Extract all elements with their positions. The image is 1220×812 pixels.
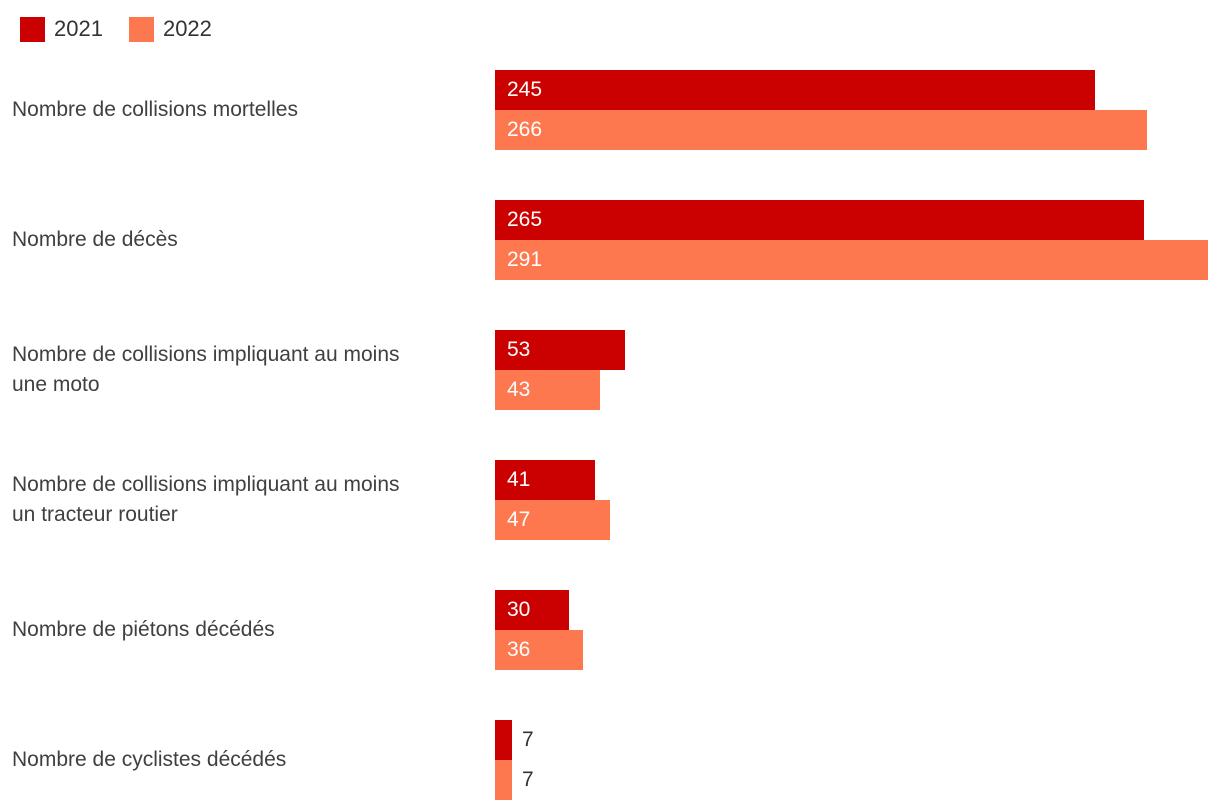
legend-label-2022: 2022: [162, 16, 212, 41]
bar-value: 30: [507, 598, 531, 621]
legend-label-2021: 2021: [54, 16, 103, 41]
bar-value: 43: [507, 378, 531, 401]
bar-group: 41 47: [495, 460, 610, 540]
category-label: Nombre de collisions mortelles: [12, 97, 298, 121]
category-label: Nombre de cyclistes décédés: [12, 747, 287, 771]
bar-value: 7: [522, 768, 534, 791]
legend-swatch-2021-icon: [20, 16, 45, 42]
bar-line-2022: 266: [495, 110, 1147, 150]
bar-value: 53: [507, 338, 531, 361]
bar-line-2021: 41: [495, 460, 610, 500]
category-label: Nombre de piétons décédés: [12, 617, 275, 641]
chart-row: Nombre de cyclistes décédés 7 7: [0, 720, 1220, 800]
bar-value: 47: [507, 508, 531, 531]
bar-2022: 291: [495, 240, 1208, 280]
legend-item-2022: 2022: [128, 16, 212, 42]
bar-value: 291: [507, 248, 543, 271]
bar-value: 36: [507, 638, 531, 661]
bar-line-2022: 47: [495, 500, 610, 540]
bar-2022: [495, 760, 512, 800]
chart-row: Nombre de collisions impliquant au moins…: [0, 460, 1220, 540]
legend-swatch-2022-icon: [128, 16, 154, 42]
bar-line-2021: 7: [495, 720, 534, 760]
chart-row: Nombre de piétons décédés 30 36: [0, 590, 1220, 670]
bar-2021: 265: [495, 200, 1144, 240]
bar-group: 30 36: [495, 590, 583, 670]
bar-value: 266: [507, 118, 543, 141]
bar-group: 265 291: [495, 200, 1208, 280]
legend: 2021 2022: [20, 16, 212, 42]
bar-line-2022: 7: [495, 760, 534, 800]
bar-group: 245 266: [495, 70, 1147, 150]
bar-value: 245: [507, 78, 543, 101]
bar-line-2021: 245: [495, 70, 1147, 110]
legend-item-2021: 2021: [20, 16, 103, 42]
category-label: Nombre de collisions impliquant au moins…: [12, 472, 400, 526]
bar-2021: 30: [495, 590, 569, 630]
category-label: Nombre de collisions impliquant au moins…: [12, 342, 400, 396]
bar-value: 7: [522, 728, 534, 751]
bar-group: 53 43: [495, 330, 625, 410]
bar-line-2021: 30: [495, 590, 583, 630]
chart-row: Nombre de collisions impliquant au moins…: [0, 330, 1220, 410]
category-label: Nombre de décès: [12, 227, 178, 251]
bar-2021: [495, 720, 512, 760]
chart-row: Nombre de collisions mortelles 245 266: [0, 70, 1220, 150]
bar-line-2022: 36: [495, 630, 583, 670]
bar-value: 265: [507, 208, 543, 231]
bar-2022: 47: [495, 500, 610, 540]
chart-row: Nombre de décès 265 291: [0, 200, 1220, 280]
bar-value: 41: [507, 468, 531, 491]
bar-2022: 43: [495, 370, 600, 410]
bar-2021: 41: [495, 460, 595, 500]
bar-line-2022: 43: [495, 370, 625, 410]
bar-2022: 266: [495, 110, 1147, 150]
bar-2021: 53: [495, 330, 625, 370]
bar-2022: 36: [495, 630, 583, 670]
bar-line-2022: 291: [495, 240, 1208, 280]
bar-line-2021: 265: [495, 200, 1208, 240]
bar-line-2021: 53: [495, 330, 625, 370]
bar-2021: 245: [495, 70, 1095, 110]
